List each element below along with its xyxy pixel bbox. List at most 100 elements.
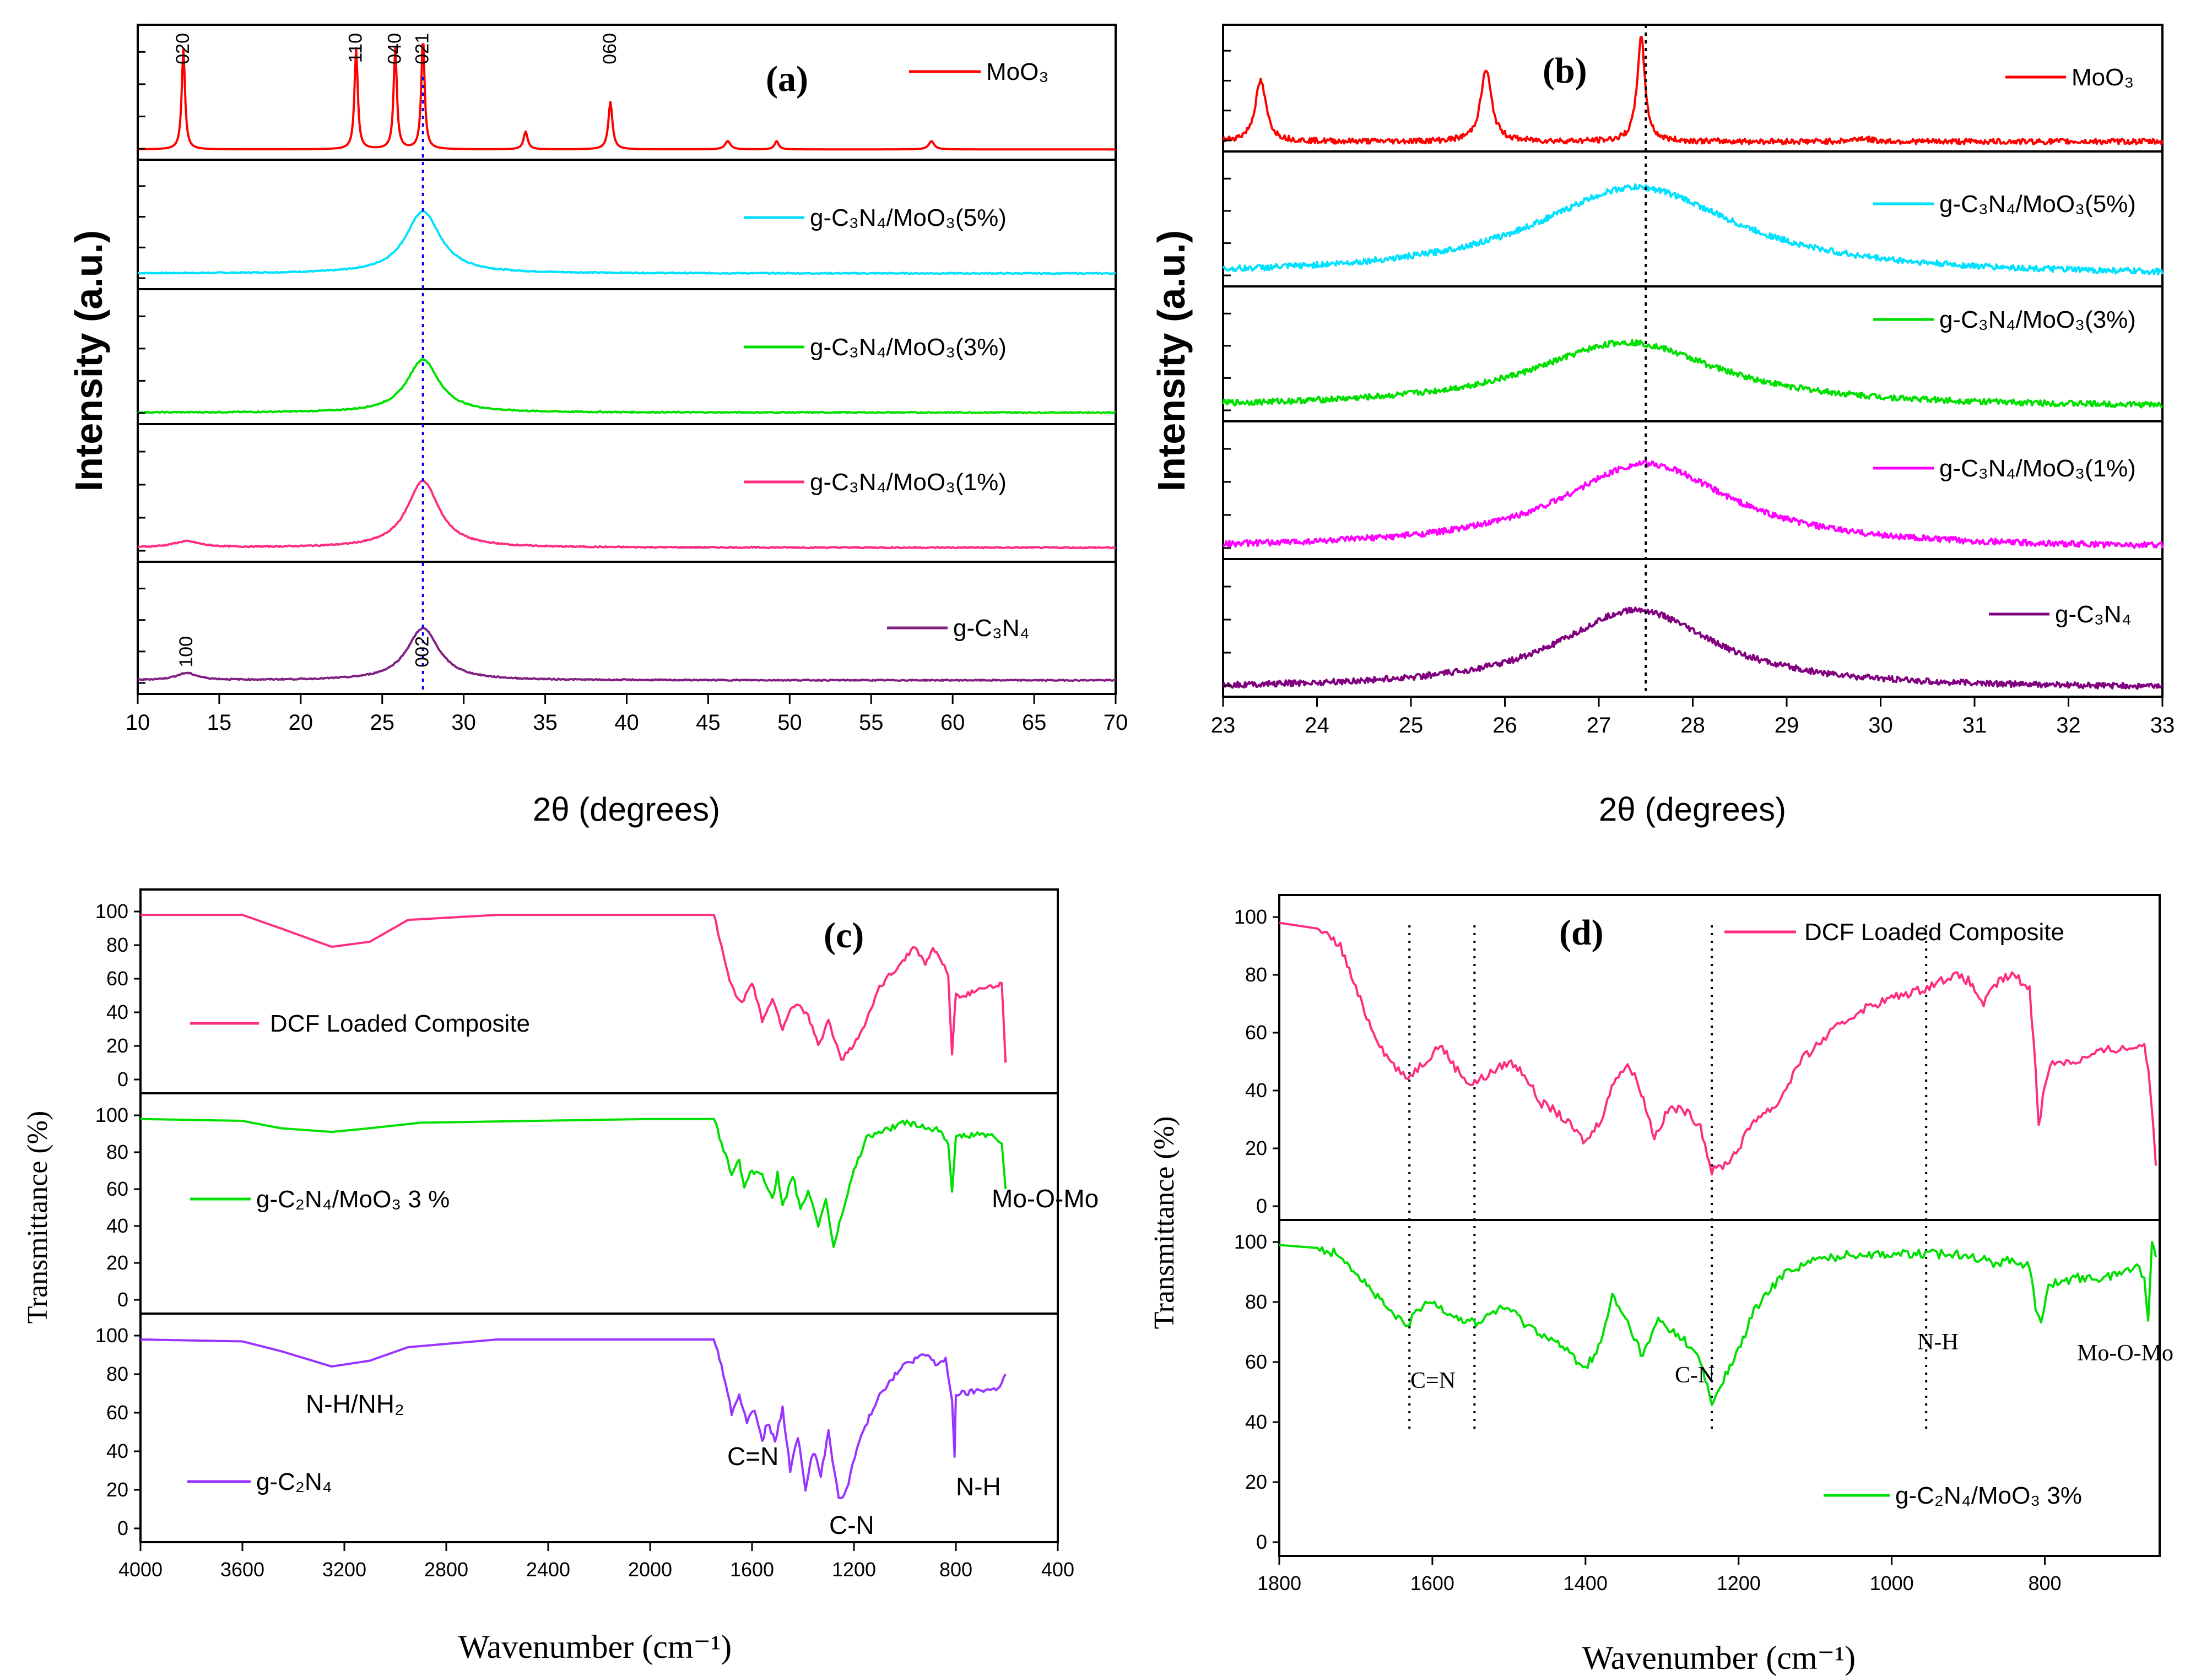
legend-b-5pct: g-C₃N₄/MoO₃(5%) bbox=[1939, 191, 2136, 218]
hkl-label: 060 bbox=[599, 33, 620, 64]
panel-d-x-axis-label: Wavenumber (cm⁻¹) bbox=[1582, 1640, 1856, 1676]
panel-b-curves bbox=[1222, 25, 2164, 697]
legend-b-3pct: g-C₃N₄/MoO₃(3%) bbox=[1939, 306, 2136, 333]
y-tick-label: 80 bbox=[106, 1141, 128, 1163]
panel-a-y-axis-label: Intensity (a.u.) bbox=[67, 230, 110, 491]
panel-a-label: (a) bbox=[766, 59, 808, 99]
y-tick-label: 20 bbox=[106, 1251, 128, 1274]
x-tick-label: 1200 bbox=[1717, 1572, 1761, 1594]
annotation-d-n-h: N-H bbox=[1917, 1330, 1959, 1355]
x-tick-label: 33 bbox=[2150, 713, 2175, 737]
x-tick-label: 1000 bbox=[1870, 1572, 1914, 1594]
panel-d-reference-lines bbox=[1408, 925, 1928, 1432]
legend-d-composite: g-C₂N₄/MoO₃ 3% bbox=[1895, 1482, 2082, 1509]
x-tick-label: 65 bbox=[1022, 710, 1047, 735]
x-tick-label: 40 bbox=[614, 710, 639, 735]
y-tick-label: 80 bbox=[1245, 1290, 1267, 1313]
y-tick-label: 60 bbox=[1245, 1350, 1267, 1373]
x-tick-label: 23 bbox=[1211, 713, 1236, 737]
y-tick-label: 0 bbox=[117, 1288, 128, 1311]
x-tick-label: 31 bbox=[1962, 713, 1987, 737]
x-tick-label: 29 bbox=[1775, 713, 1799, 737]
legend-b-1pct: g-C₃N₄/MoO₃(1%) bbox=[1939, 455, 2136, 482]
hkl-label: 110 bbox=[345, 33, 366, 63]
x-tick-label: 45 bbox=[696, 710, 721, 735]
panel-d-label: (d) bbox=[1559, 913, 1604, 953]
y-tick-label: 60 bbox=[106, 967, 128, 990]
x-tick-label: 1600 bbox=[730, 1558, 774, 1581]
x-tick-label: 55 bbox=[859, 710, 884, 735]
series-b-g-c3n4-moo3-1- bbox=[1223, 459, 2164, 549]
y-tick-label: 20 bbox=[1245, 1471, 1267, 1493]
annotation-c-n-h: N-H bbox=[956, 1472, 1001, 1501]
legend-c-gcn: g-C₂N₄ bbox=[256, 1468, 332, 1495]
y-tick-label: 60 bbox=[1245, 1021, 1267, 1044]
legend-b-moo3: MoO₃ bbox=[2072, 64, 2134, 91]
legend-a-3pct: g-C₃N₄/MoO₃(3%) bbox=[810, 334, 1007, 361]
legend-a-1pct: g-C₃N₄/MoO₃(1%) bbox=[810, 469, 1007, 496]
y-tick-label: 20 bbox=[1245, 1137, 1267, 1159]
panel-b-y-axis-label: Intensity (a.u.) bbox=[1150, 230, 1193, 491]
x-tick-label: 4000 bbox=[118, 1558, 163, 1581]
x-tick-label: 10 bbox=[126, 710, 150, 735]
annotation-c-c-n: C-N bbox=[829, 1511, 874, 1539]
y-tick-label: 100 bbox=[95, 1104, 128, 1126]
panel-b-x-ticks: 23 24 25 26 27 28 29 30 31 32 33 bbox=[1211, 697, 2175, 737]
x-tick-label: 28 bbox=[1680, 713, 1705, 737]
panel-c-y-axis-label: Transmittance (%) bbox=[22, 1111, 53, 1324]
series-a-g-c3n4-moo3-5- bbox=[137, 209, 1116, 275]
x-tick-label: 400 bbox=[1041, 1558, 1074, 1581]
annotation-d-c-n: C-N bbox=[1675, 1363, 1715, 1388]
legend-b-gcn: g-C₃N₄ bbox=[2055, 601, 2132, 628]
annotation-d-mo-o-mo: Mo-O-Mo bbox=[2077, 1341, 2173, 1366]
x-tick-label: 3600 bbox=[220, 1558, 264, 1581]
x-tick-label: 60 bbox=[940, 710, 965, 735]
x-tick-label: 30 bbox=[451, 710, 476, 735]
x-tick-label: 50 bbox=[777, 710, 802, 735]
panel-d-y-axis-label: Transmittance (%) bbox=[1149, 1116, 1180, 1330]
y-tick-label: 40 bbox=[1245, 1411, 1267, 1433]
x-tick-label: 24 bbox=[1305, 713, 1329, 737]
panel-d-curves bbox=[1279, 921, 2157, 1406]
x-tick-label: 32 bbox=[2056, 713, 2081, 737]
y-tick-label: 40 bbox=[106, 1440, 128, 1462]
y-tick-label: 20 bbox=[106, 1034, 128, 1057]
y-tick-label: 0 bbox=[1256, 1195, 1267, 1217]
legend-c-dcf: DCF Loaded Composite bbox=[270, 1010, 530, 1037]
series-b-g-c3n4-moo3-3- bbox=[1222, 339, 2164, 409]
panel-c-legend: DCF Loaded Composite g-C₂N₄/MoO₃ 3 % g-C… bbox=[187, 1010, 530, 1495]
hkl-label: 020 bbox=[172, 33, 193, 64]
annotation-c-nh-nh2: N-H/NH₂ bbox=[306, 1390, 404, 1418]
panel-a-x-axis-label: 2θ (degrees) bbox=[533, 791, 720, 828]
panel-b-label: (b) bbox=[1543, 51, 1587, 91]
x-tick-label: 27 bbox=[1587, 713, 1611, 737]
y-tick-label: 40 bbox=[106, 1001, 128, 1023]
y-tick-label: 100 bbox=[1234, 905, 1267, 928]
x-tick-label: 1200 bbox=[832, 1558, 876, 1581]
x-tick-label: 30 bbox=[1868, 713, 1893, 737]
panel-d-frame bbox=[1278, 894, 2161, 1557]
panel-b-x-axis-label: 2θ (degrees) bbox=[1599, 791, 1786, 828]
y-tick-label: 20 bbox=[106, 1478, 128, 1501]
x-tick-label: 1400 bbox=[1564, 1572, 1608, 1594]
legend-c-composite: g-C₂N₄/MoO₃ 3 % bbox=[256, 1186, 450, 1213]
y-tick-label: 80 bbox=[106, 1363, 128, 1385]
series-d-dcf-loaded-composite bbox=[1279, 921, 2157, 1176]
x-tick-label: 70 bbox=[1104, 710, 1128, 735]
x-tick-label: 1800 bbox=[1257, 1572, 1301, 1594]
x-tick-label: 1600 bbox=[1410, 1572, 1454, 1594]
series-b-moo3 bbox=[1222, 36, 2164, 145]
legend-d-dcf: DCF Loaded Composite bbox=[1804, 919, 2064, 946]
y-tick-label: 40 bbox=[106, 1214, 128, 1237]
x-tick-label: 800 bbox=[939, 1558, 972, 1581]
x-tick-label: 2400 bbox=[526, 1558, 570, 1581]
panel-c: 0 20 40 60 80 100 0 20 40 60 80 100 0 20 40 60 80 100 4000… bbox=[22, 888, 1099, 1665]
y-tick-label: 40 bbox=[1245, 1079, 1267, 1102]
panel-a: 020 110 040 021 060 100 002 10 15 20 25 30 35 40 45 50… bbox=[67, 24, 1128, 828]
x-tick-label: 25 bbox=[1399, 713, 1424, 737]
annotation-c-c-n-double: C=N bbox=[727, 1442, 778, 1471]
legend-a-moo3: MoO₃ bbox=[986, 58, 1048, 85]
